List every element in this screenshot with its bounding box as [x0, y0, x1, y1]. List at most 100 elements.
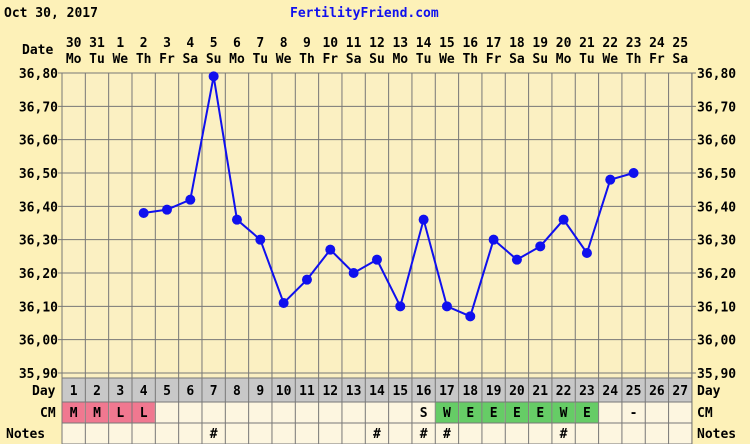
weekday-tick: We: [439, 52, 455, 67]
weekday-tick: Th: [136, 52, 152, 67]
cm-label-left: CM: [40, 406, 56, 421]
temperature-point: [511, 254, 522, 265]
temperature-point: [138, 208, 149, 218]
date-tick: 30: [66, 36, 82, 51]
site-link[interactable]: FertilityFriend.com: [290, 6, 439, 21]
cm-value: E: [513, 406, 521, 421]
date-tick: 4: [186, 36, 194, 51]
cycle-day: 1: [70, 384, 78, 399]
date-tick: 21: [579, 36, 595, 51]
cycle-day: 2: [93, 384, 101, 399]
date-tick: 8: [280, 36, 288, 51]
date-tick: 17: [486, 36, 502, 51]
date-tick: 15: [439, 36, 455, 51]
y-tick-left: 36,50: [19, 167, 58, 182]
weekday-tick: Sa: [346, 52, 362, 67]
cycle-day: 11: [299, 384, 315, 399]
date-tick: 25: [672, 36, 688, 51]
weekday-tick: We: [112, 52, 128, 67]
cycle-day: 9: [256, 384, 264, 399]
cm-value: M: [70, 406, 78, 421]
note-marker: #: [560, 427, 568, 442]
cm-value: E: [536, 406, 544, 421]
date-tick: 20: [556, 36, 572, 51]
date-tick: 12: [369, 36, 385, 51]
cm-cell-fill: [505, 402, 529, 423]
cm-value: M: [93, 406, 101, 421]
temperature-point: [301, 274, 312, 285]
note-marker: #: [420, 427, 428, 442]
cycle-day: 14: [369, 384, 385, 399]
temperature-point: [185, 194, 196, 205]
date-tick: 9: [303, 36, 311, 51]
cycle-day: 5: [163, 384, 171, 399]
cm-cell-fill: [575, 402, 599, 423]
y-tick-right: 36,20: [697, 267, 736, 282]
notes-label-right: Notes: [697, 427, 736, 442]
weekday-tick: Tu: [579, 52, 595, 67]
cycle-day: 23: [579, 384, 595, 399]
date-tick: 13: [392, 36, 408, 51]
cycle-day: 8: [233, 384, 241, 399]
date-tick: 3: [163, 36, 171, 51]
cycle-day: 16: [416, 384, 432, 399]
cm-cell-fill: [552, 402, 575, 423]
temperature-point: [278, 298, 289, 308]
date-tick: 2: [140, 36, 148, 51]
cycle-day: 10: [276, 384, 292, 399]
day-label-right: Day: [697, 384, 721, 399]
weekday-tick: Th: [462, 52, 478, 67]
cm-cell-fill: [459, 402, 482, 423]
date-tick: 22: [602, 36, 618, 51]
temperature-point: [441, 301, 452, 312]
cm-value: -: [630, 406, 638, 421]
cm-cell-fill: [529, 402, 552, 423]
weekday-tick: Th: [299, 52, 315, 67]
cm-cell-fill: [132, 402, 155, 423]
weekday-tick: We: [276, 52, 292, 67]
cm-value: W: [443, 406, 451, 421]
date-tick: 31: [89, 36, 105, 51]
cycle-day: 27: [672, 384, 688, 399]
weekday-tick: Sa: [182, 52, 198, 67]
weekday-tick: Fr: [649, 52, 665, 67]
weekday-tick: Tu: [416, 52, 432, 67]
weekday-tick: Th: [626, 52, 642, 67]
y-tick-right: 36,40: [697, 200, 736, 215]
note-marker: #: [210, 427, 218, 442]
temperature-point: [558, 214, 569, 225]
y-tick-left: 36,60: [19, 134, 58, 149]
weekday-tick: Tu: [252, 52, 268, 67]
temperature-point: [208, 71, 219, 82]
temperature-point: [348, 268, 359, 278]
temperature-point: [628, 168, 639, 178]
notes-label-left: Notes: [6, 427, 45, 442]
cm-value: L: [116, 406, 124, 421]
y-tick-right: 36,60: [697, 134, 736, 149]
y-tick-left: 36,20: [19, 267, 58, 282]
cm-value: W: [560, 406, 568, 421]
temperature-point: [418, 214, 429, 225]
temperature-point: [161, 204, 172, 215]
date-tick: 7: [256, 36, 264, 51]
temperature-point: [231, 214, 242, 225]
y-tick-left: 36,10: [19, 300, 58, 315]
cm-cell-fill: [109, 402, 132, 423]
cycle-day: 15: [392, 384, 408, 399]
date-tick: 5: [210, 36, 218, 51]
cycle-day: 17: [439, 384, 455, 399]
note-marker: #: [373, 427, 381, 442]
date-tick: 1: [116, 36, 124, 51]
date-tick: 10: [322, 36, 338, 51]
weekday-tick: Sa: [509, 52, 525, 67]
day-label-left: Day: [32, 384, 56, 399]
y-tick-left: 36,30: [19, 234, 58, 249]
y-tick-right: 36,30: [697, 234, 736, 249]
temperature-point: [325, 244, 336, 255]
cycle-day: 13: [346, 384, 362, 399]
weekday-tick: Su: [206, 52, 222, 67]
cycle-day: 26: [649, 384, 665, 399]
weekday-tick: Mo: [66, 52, 82, 67]
plot-area: [61, 72, 693, 379]
cm-cell-fill: [482, 402, 505, 423]
